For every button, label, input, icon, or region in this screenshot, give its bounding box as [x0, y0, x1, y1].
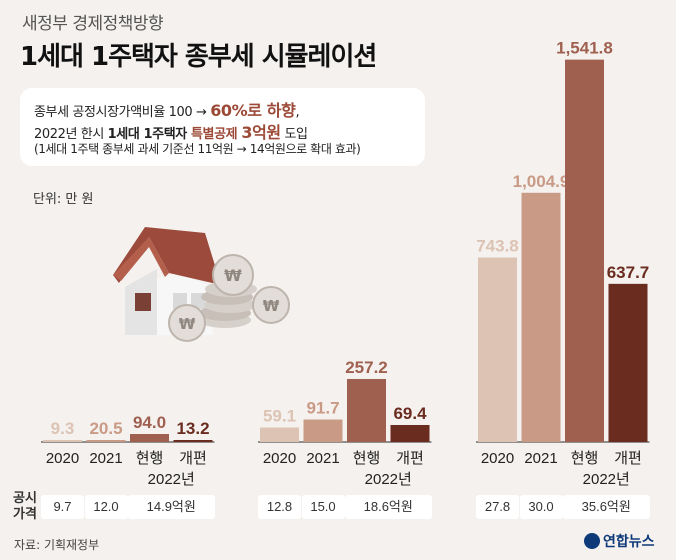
svg-text:₩: ₩: [224, 266, 242, 285]
price-cell: 30.0: [519, 495, 563, 519]
value-label: 743.8: [476, 237, 519, 256]
price-cell: 35.6억원: [563, 495, 650, 519]
value-label: 91.7: [306, 399, 339, 418]
value-label: 9.3: [51, 419, 75, 438]
coin-stack-icon: ₩ ₩ ₩: [168, 254, 290, 342]
value-label: 13.2: [176, 419, 209, 438]
category-label: 2020: [263, 450, 296, 467]
price-cell: 15.0: [301, 495, 345, 519]
bar-2020: [478, 257, 517, 442]
note-line-1: 종부세 공정시장가액비율 100 → 60%로 하향,: [34, 97, 300, 121]
bar-개편: [173, 440, 213, 442]
group-mid: 59.1 2020 91.7 2021 257.2 현행 69.4 개편 2022년: [258, 358, 432, 488]
value-label: 69.4: [393, 404, 427, 423]
bar-현행: [565, 59, 604, 442]
category-label: 개편: [614, 450, 642, 467]
group-low: 9.3 2020 20.5 2021 94.0 현행 13.2 개편 2022년: [41, 413, 215, 488]
bar-2021: [86, 440, 126, 442]
note-line-3: (1세대 1주택 종부세 과세 기준선 11억원 → 14억원으로 확대 효과): [34, 142, 361, 156]
house-coins-illustration: ₩ ₩ ₩: [113, 227, 290, 342]
price-cell: 14.9억원: [128, 495, 215, 519]
bar-2020: [43, 440, 82, 442]
category-label: 개편: [179, 450, 207, 467]
price-cell: 12.8: [258, 495, 301, 519]
svg-text:₩: ₩: [179, 315, 196, 333]
bar-현행: [130, 434, 169, 442]
yonhap-logo: 연합뉴스: [584, 531, 655, 551]
value-label: 637.7: [607, 263, 650, 282]
category-label: 2021: [89, 450, 122, 467]
category-label: 현행: [571, 450, 599, 467]
subtitle: 새정부 경제정책방향: [22, 14, 164, 34]
note-line-1-highlight: 60%로 하향: [210, 101, 296, 120]
value-label: 94.0: [133, 413, 166, 432]
bar-2021: [521, 192, 561, 442]
note-line-2-highlight: 특별공제: [190, 127, 242, 142]
logo-text: 연합뉴스: [603, 534, 655, 550]
value-label: 1,004.9: [513, 172, 570, 191]
note-line-1-comma: ,: [295, 105, 300, 120]
price-cell: 18.6억원: [345, 495, 432, 519]
price-cell: 27.8: [476, 495, 519, 519]
source-note: 자료: 기획재정부: [14, 538, 100, 552]
note-line-1-text: 종부세 공정시장가액비율 100 →: [34, 105, 211, 120]
note-line-2: 2022년 한시 1세대 1주택자 특별공제 3억원 도입: [34, 119, 308, 143]
bar-현행: [347, 378, 386, 442]
policy-note-box: 종부세 공정시장가액비율 100 → 60%로 하향, 2022년 한시 1세대…: [20, 88, 425, 166]
category-label: 2020: [481, 450, 514, 467]
value-label: 59.1: [263, 407, 296, 426]
svg-text:₩: ₩: [263, 297, 280, 315]
category-label: 2020: [46, 450, 79, 467]
note-line-2-bold: 1세대 1주택자: [107, 127, 191, 142]
price-cell: 12.0: [84, 495, 128, 519]
note-line-2-text-e: 도입: [280, 127, 308, 142]
value-label: 20.5: [89, 419, 122, 438]
category-label: 2021: [306, 450, 339, 467]
note-line-2-text-a: 2022년 한시: [34, 127, 108, 142]
value-label: 1,541.8: [556, 39, 613, 58]
bar-2021: [303, 419, 343, 442]
bar-개편: [390, 424, 430, 442]
category-label: 2021: [524, 450, 557, 467]
category-label: 개편: [396, 450, 424, 467]
year-2022-label: 2022년: [583, 471, 630, 488]
unit-label: 단위: 만 원: [33, 192, 94, 207]
page-title: 1세대 1주택자 종부세 시뮬레이션: [20, 42, 377, 72]
bar-2020: [260, 427, 299, 442]
note-line-2-amount: 3억원: [241, 123, 281, 142]
logo-mark-icon: [584, 533, 600, 549]
price-cell: 9.7: [41, 495, 84, 519]
group-high: 743.8 2020 1,004.9 2021 1,541.8 현행 637.7 개편 2022…: [476, 39, 650, 488]
category-label: 현행: [136, 450, 164, 467]
bar-개편: [608, 283, 648, 442]
price-row-label: 공시 가격: [13, 491, 37, 522]
category-label: 현행: [353, 450, 381, 467]
year-2022-label: 2022년: [365, 471, 412, 488]
value-label: 257.2: [345, 358, 388, 377]
year-2022-label: 2022년: [148, 471, 195, 488]
